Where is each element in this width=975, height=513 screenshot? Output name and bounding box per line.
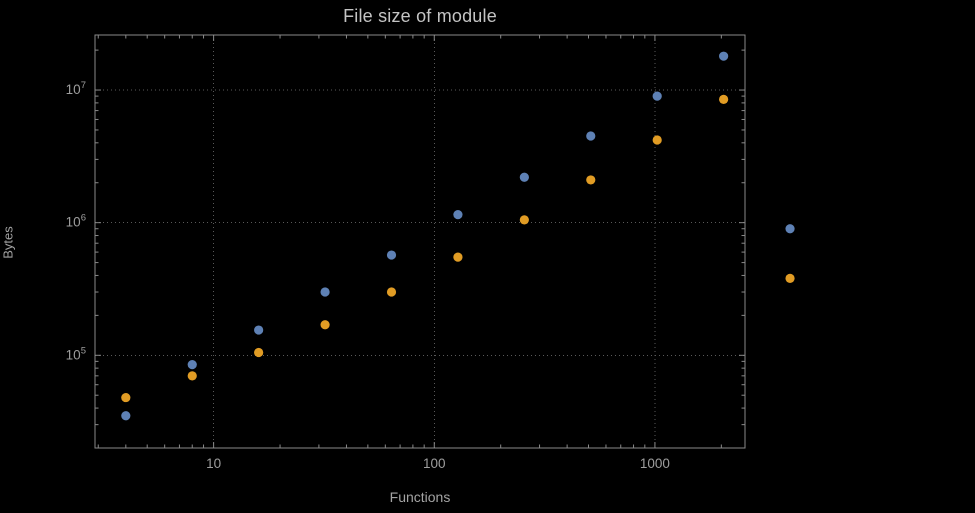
data-point-series-blue [254,325,264,335]
x-tick-label: 100 [423,456,446,471]
data-point-series-blue [187,360,197,370]
data-point-series-blue [320,287,330,297]
data-point-series-blue [719,51,729,61]
y-tick-label: 106 [66,213,86,230]
data-point-series-blue [121,411,131,421]
data-point-series-orange [187,371,197,381]
data-point-series-orange [586,175,596,185]
data-point-series-orange [652,135,662,145]
data-point-series-orange [386,287,397,297]
data-point-series-orange [785,273,795,283]
data-point-series-blue [386,250,397,260]
data-point-series-blue [652,91,662,101]
data-point-series-orange [453,252,463,262]
data-point-series-orange [519,215,529,225]
data-point-series-orange [719,94,729,104]
data-point-series-blue [519,172,529,182]
x-axis-label: Functions [389,489,451,505]
data-point-series-orange [121,392,131,403]
y-tick-label: 107 [66,80,86,97]
data-point-series-blue [785,224,795,234]
y-tick-label: 105 [66,345,86,362]
data-point-series-orange [320,320,330,330]
x-tick-label: 1000 [640,456,670,471]
chart-title: File size of module [343,6,497,26]
data-point-series-orange [254,347,264,358]
plot-frame [94,34,746,449]
x-tick-label: 10 [206,456,221,471]
data-point-series-blue [453,210,463,220]
data-point-series-blue [586,131,596,141]
